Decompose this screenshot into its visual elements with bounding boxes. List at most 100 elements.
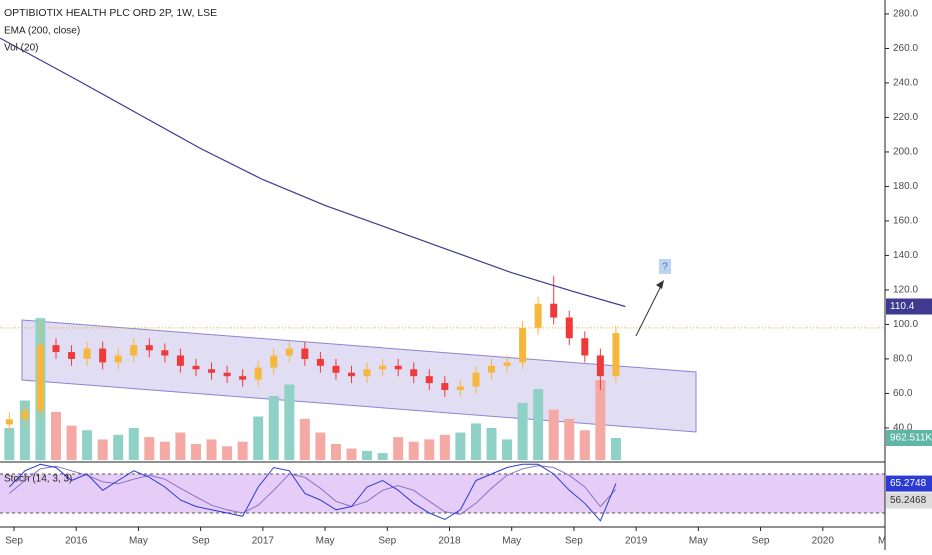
- volume-bar: [299, 418, 310, 460]
- candle-body: [83, 348, 91, 359]
- volume-bar: [610, 437, 621, 460]
- volume-bar: [237, 441, 248, 460]
- candle-body: [425, 376, 433, 384]
- x-tick-label: 2017: [252, 536, 275, 547]
- candle-body: [550, 303, 558, 318]
- candle-body: [332, 365, 340, 373]
- volume-bar: [330, 443, 341, 460]
- volume-bar: [190, 443, 201, 460]
- arrow-head: [656, 280, 664, 289]
- volume-bar: [268, 395, 279, 460]
- volume-bar: [97, 439, 108, 460]
- candle-body: [503, 362, 511, 366]
- annotation-box: [659, 259, 671, 274]
- candle-body: [208, 369, 216, 373]
- volume-bar: [517, 402, 528, 460]
- candle-body: [192, 365, 200, 370]
- candle-body: [581, 338, 589, 356]
- volume-bar: [50, 411, 61, 460]
- volume-bar: [393, 437, 404, 460]
- volume-bar: [439, 434, 450, 460]
- value-badge-label: 962.511K: [890, 433, 932, 444]
- candle-body: [161, 350, 169, 356]
- candle-body: [36, 345, 44, 411]
- volume-bar: [486, 427, 497, 460]
- value-badge-label: 56.2468: [890, 495, 927, 506]
- candle-body: [285, 348, 293, 356]
- x-tick-label: Sep: [378, 536, 396, 547]
- volume-bar: [175, 432, 186, 460]
- candle-body: [223, 372, 231, 377]
- stoch-line: [8, 465, 617, 515]
- candle-body: [270, 355, 278, 368]
- value-badge: [886, 429, 932, 446]
- x-tick-label: Sep: [752, 536, 770, 547]
- x-tick-label: May: [129, 536, 148, 547]
- volume-bar: [346, 448, 357, 460]
- y-tick-label: 180.0: [893, 181, 918, 192]
- candle-body: [5, 419, 13, 425]
- stoch-line: [8, 463, 617, 522]
- candle-body: [239, 376, 247, 380]
- value-badge: [886, 492, 932, 509]
- x-tick-label: 2019: [625, 536, 648, 547]
- volume-bar: [408, 441, 419, 460]
- indicator-label: EMA (200, close): [4, 26, 80, 37]
- value-badge: [886, 298, 932, 315]
- candle-body: [472, 372, 480, 387]
- main-pane: [0, 37, 885, 460]
- volume-bar: [113, 434, 124, 460]
- volume-bar: [222, 446, 233, 460]
- stoch-label: Stoch (14, 3, 3): [4, 474, 72, 485]
- candle-body: [534, 303, 542, 328]
- stoch-pane: [0, 463, 885, 522]
- candle-body: [316, 358, 324, 366]
- candle-body: [441, 383, 449, 390]
- volume-bar: [470, 423, 481, 460]
- volume-bar: [377, 453, 388, 460]
- arrow: [635, 283, 663, 337]
- y-tick-label: 260.0: [893, 43, 918, 54]
- candle-body: [456, 386, 464, 390]
- candle-body: [176, 355, 184, 366]
- stoch-band: [0, 474, 885, 513]
- x-tick-label: 2016: [65, 536, 88, 547]
- y-tick-label: 140.0: [893, 250, 918, 261]
- candle-body: [52, 345, 60, 353]
- x-tick-label: Sep: [192, 536, 210, 547]
- candle-body: [254, 367, 262, 380]
- annotation: ?: [662, 262, 668, 273]
- ema-line: [0, 37, 626, 308]
- price-axis: 40.0 60.0 80.0 100.0 120.0 140.0 160.0 180.0 200…: [885, 9, 932, 509]
- volume-bar: [502, 439, 513, 460]
- value-badge-label: 65.2748: [890, 478, 927, 489]
- candle-body: [379, 365, 387, 370]
- candle-body: [596, 355, 604, 377]
- x-tick-label: May: [689, 536, 708, 547]
- volume-bar: [284, 384, 295, 460]
- candle-body: [301, 348, 309, 359]
- x-tick-label: Sep: [565, 536, 583, 547]
- volume-bar: [144, 437, 155, 460]
- candle-body: [612, 333, 620, 377]
- volume-bar: [533, 389, 544, 460]
- y-tick-label: 220.0: [893, 112, 918, 123]
- x-tick-label: May: [316, 536, 335, 547]
- volume-bar: [82, 430, 93, 460]
- candle-body: [363, 369, 371, 377]
- candle-body: [145, 345, 153, 351]
- volume-bar: [424, 439, 435, 460]
- volume-bar: [253, 416, 264, 460]
- y-tick-label: 240.0: [893, 78, 918, 89]
- volume-bar: [564, 418, 575, 460]
- indicator-label: Vol (20): [4, 43, 38, 54]
- y-tick-label: 160.0: [893, 216, 918, 227]
- y-tick-label: 200.0: [893, 147, 918, 158]
- value-badge: [886, 475, 932, 492]
- volume-bar: [206, 439, 217, 460]
- chart-title: OPTIBIOTIX HEALTH PLC ORD 2P, 1W, LSE: [4, 7, 217, 19]
- candle-body: [21, 410, 29, 420]
